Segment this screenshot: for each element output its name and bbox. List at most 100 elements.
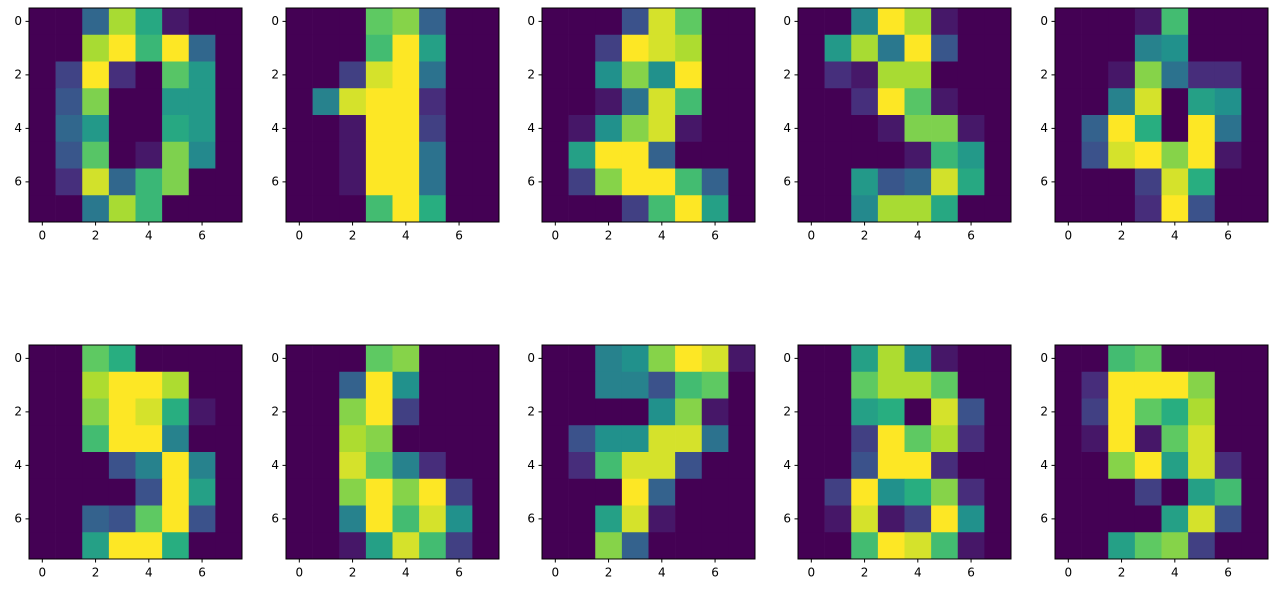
cell: [286, 195, 313, 223]
cell: [1055, 8, 1082, 36]
cell: [392, 141, 420, 169]
cell: [419, 478, 447, 506]
cell: [312, 195, 340, 223]
cell: [29, 452, 56, 480]
cell: [798, 168, 825, 196]
cell: [29, 168, 56, 196]
cell: [1241, 425, 1269, 453]
cell: [542, 452, 569, 480]
y-tick-label: 2: [271, 404, 279, 418]
cell: [188, 478, 216, 506]
cell: [472, 195, 500, 223]
x-tick-label: 4: [402, 229, 410, 243]
y-tick-label: 2: [14, 67, 22, 81]
cell: [1134, 532, 1162, 560]
cell: [1108, 168, 1136, 196]
cell: [472, 141, 500, 169]
cell: [1055, 505, 1082, 533]
cell: [135, 371, 163, 399]
cell: [286, 371, 313, 399]
cell: [728, 168, 756, 196]
cell: [472, 345, 500, 373]
cell: [1055, 425, 1082, 453]
cell: [984, 425, 1012, 453]
cell: [877, 8, 905, 36]
cell: [188, 88, 216, 116]
cell: [851, 141, 879, 169]
cell: [108, 371, 136, 399]
cell: [675, 141, 703, 169]
cell: [215, 478, 243, 506]
cell: [312, 88, 340, 116]
cell: [445, 345, 473, 373]
cell: [108, 345, 136, 373]
cell: [798, 532, 825, 560]
cell: [648, 452, 676, 480]
cell: [851, 532, 879, 560]
cell: [648, 371, 676, 399]
cell: [1214, 195, 1242, 223]
cell: [162, 371, 190, 399]
cell: [188, 61, 216, 89]
cell: [55, 532, 83, 560]
cell: [568, 478, 596, 506]
cell: [824, 398, 852, 426]
cell: [419, 34, 447, 62]
cell: [701, 345, 729, 373]
y-tick-label: 6: [1040, 174, 1048, 188]
cell: [188, 371, 216, 399]
cell: [392, 34, 420, 62]
cell: [1134, 505, 1162, 533]
cell: [1134, 61, 1162, 89]
cell: [957, 61, 985, 89]
subplot: 0 2 4 6 0 2 4 6: [1040, 7, 1269, 243]
cell: [419, 452, 447, 480]
cell: [135, 34, 163, 62]
cell: [1214, 115, 1242, 143]
cell: [365, 195, 393, 223]
cell: [851, 478, 879, 506]
cell: [1241, 88, 1269, 116]
cell: [621, 34, 649, 62]
cell: [339, 168, 367, 196]
y-tick-label: 0: [1040, 14, 1048, 28]
cell: [29, 505, 56, 533]
cell: [82, 505, 110, 533]
cell: [365, 532, 393, 560]
y-tick-label: 2: [1040, 67, 1048, 81]
y-tick-label: 6: [783, 511, 791, 525]
axes-frame: [797, 344, 1012, 560]
cell: [904, 371, 932, 399]
x-tick-label: 6: [198, 229, 206, 243]
cell: [675, 345, 703, 373]
x-tick-label: 0: [38, 566, 46, 580]
cell: [824, 452, 852, 480]
cell: [568, 34, 596, 62]
cell: [1161, 8, 1189, 36]
cell: [392, 532, 420, 560]
cell: [595, 452, 623, 480]
cell: [392, 371, 420, 399]
cell: [286, 425, 313, 453]
cell: [1081, 115, 1109, 143]
cell: [595, 371, 623, 399]
cell: [851, 61, 879, 89]
cell: [1214, 61, 1242, 89]
cell: [877, 88, 905, 116]
cell: [162, 8, 190, 36]
cell: [542, 505, 569, 533]
cell: [445, 452, 473, 480]
cell: [542, 425, 569, 453]
cell: [1161, 34, 1189, 62]
y-tick-label: 0: [527, 351, 535, 365]
cell: [984, 398, 1012, 426]
cell: [1081, 34, 1109, 62]
cell: [188, 505, 216, 533]
cell: [472, 88, 500, 116]
cell: [445, 141, 473, 169]
cell: [701, 505, 729, 533]
cell: [286, 168, 313, 196]
cell: [1214, 345, 1242, 373]
cell: [648, 425, 676, 453]
cell: [701, 168, 729, 196]
